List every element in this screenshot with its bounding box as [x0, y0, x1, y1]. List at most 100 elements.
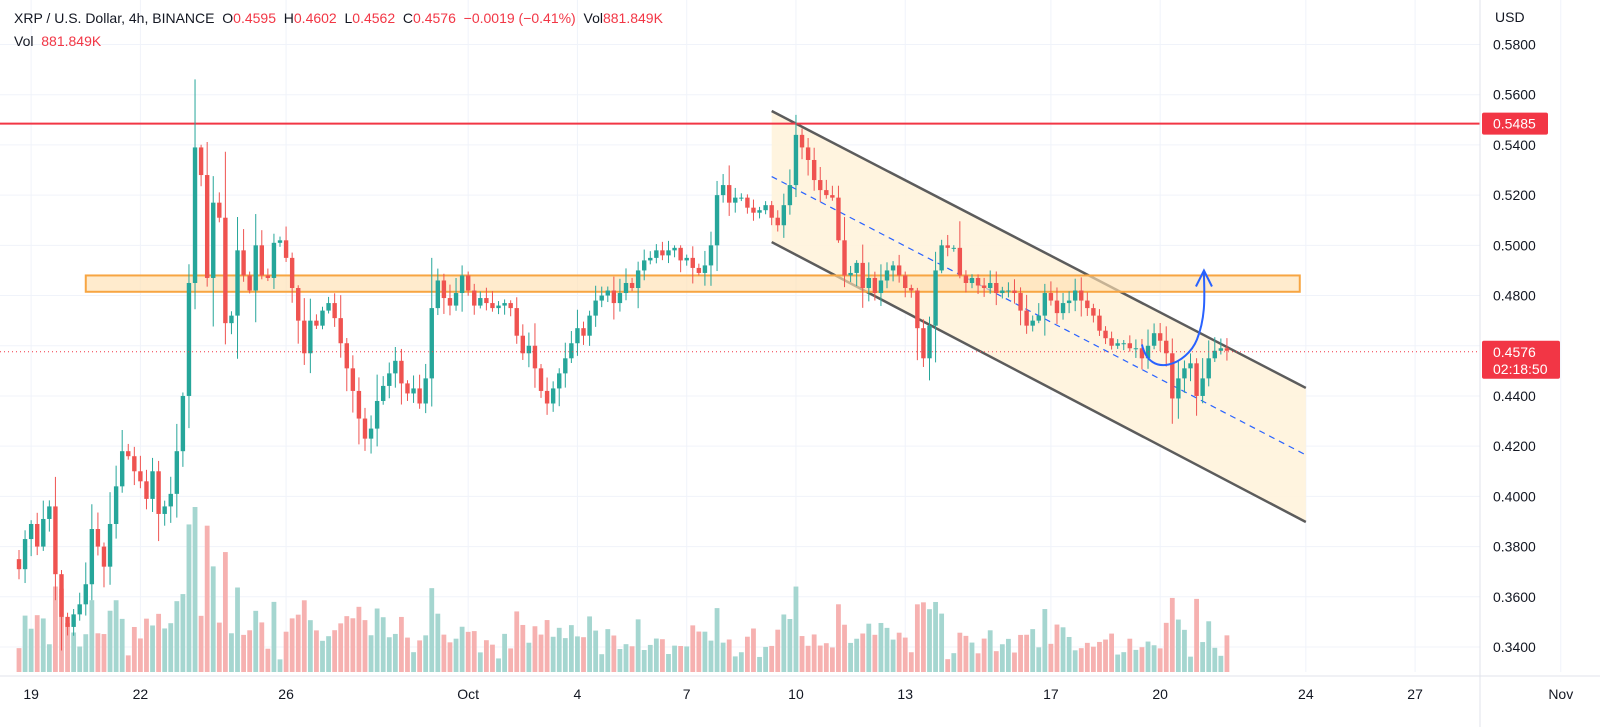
volume-bar: [581, 637, 586, 672]
candle-body: [605, 290, 610, 296]
candle-body: [156, 471, 161, 514]
price-tick-label: 0.4400: [1493, 388, 1536, 404]
volume-bar: [829, 647, 835, 672]
candle-body: [860, 262, 865, 289]
candle-body: [611, 290, 617, 304]
open-label: O: [222, 10, 234, 26]
volume-bar: [253, 610, 259, 672]
volume-bar: [350, 618, 356, 672]
candle-body: [277, 240, 283, 243]
price-tick-label: 0.5800: [1493, 37, 1536, 53]
volume-bar: [417, 640, 423, 672]
volume-legend: Vol 881.849K: [14, 33, 101, 49]
volume-bar: [1036, 647, 1042, 672]
candle-body: [1170, 353, 1175, 399]
volume-bar: [301, 600, 307, 672]
volume-bar: [295, 614, 301, 672]
time-tick-label: Nov: [1548, 686, 1573, 702]
candle-body: [818, 180, 823, 191]
candle-body: [884, 270, 890, 281]
projection-arrow-path: [1140, 272, 1206, 366]
candle-body: [508, 303, 513, 309]
price-tick-label: 0.4200: [1493, 438, 1536, 454]
candle-body: [1194, 363, 1199, 396]
candle-body: [472, 290, 477, 306]
candle-body: [915, 290, 920, 329]
volume-bar: [113, 600, 119, 672]
candle-body: [186, 282, 192, 396]
candle-body: [1133, 348, 1139, 350]
candle-body: [896, 265, 902, 276]
candle-body: [429, 308, 434, 379]
volume-bar: [423, 635, 429, 672]
candle-body: [629, 282, 635, 289]
candle-body: [484, 298, 489, 304]
candle-body: [1097, 315, 1102, 331]
volume-bar: [107, 610, 113, 672]
candle-body: [198, 147, 204, 176]
candle-body: [180, 395, 186, 452]
volume-bar: [1224, 635, 1230, 672]
volume-bar: [896, 632, 902, 672]
volume-bar: [1006, 638, 1011, 672]
candle-body: [939, 245, 944, 271]
close-label: C: [402, 10, 414, 26]
volume-bar: [641, 650, 647, 672]
candlestick-series: [16, 79, 1230, 651]
volume-bar: [222, 552, 228, 672]
projection-arrow-head: [1195, 268, 1213, 287]
candle-body: [648, 257, 653, 261]
volume-bar: [465, 631, 471, 672]
price-axis[interactable]: USD 0.5800 0.5600 0.5400 0.5200 0.5000 0.4800 0…: [1479, 0, 1560, 727]
candle-body: [65, 616, 70, 627]
time-tick-label: 27: [1407, 686, 1423, 702]
volume-bar: [1084, 642, 1090, 672]
volume-bar: [520, 624, 526, 672]
volume-bar: [544, 620, 550, 672]
volume-bar: [933, 601, 938, 672]
volume-bar: [745, 636, 750, 672]
volume-bar: [914, 604, 920, 672]
volume-bar: [1121, 652, 1127, 672]
candle-body: [617, 293, 623, 304]
candle-body: [1000, 290, 1005, 294]
candle-body: [502, 303, 507, 306]
volume-bar: [890, 639, 896, 672]
candle-body: [1109, 338, 1114, 346]
volume-bar: [271, 601, 277, 672]
candle-body: [951, 247, 956, 249]
candle-body: [399, 360, 404, 384]
volume-bar: [1218, 655, 1224, 672]
volume-bar: [289, 618, 295, 672]
candle-body: [441, 280, 447, 299]
candle-body: [726, 185, 732, 203]
volume-bar: [787, 619, 793, 672]
candle-body: [320, 310, 325, 326]
vol-row-label: Vol: [14, 33, 34, 49]
candle-body: [672, 247, 677, 251]
time-axis[interactable]: 19 22 26 Oct 4 7 10 13 17 20 24 27 Nov: [0, 675, 1600, 702]
candle-body: [945, 245, 950, 248]
candle-body: [1224, 348, 1230, 351]
candle-body: [59, 574, 64, 617]
volume-bar: [993, 651, 999, 672]
candle-body: [872, 277, 878, 294]
volume-bar: [866, 623, 872, 672]
candle-body: [903, 275, 908, 289]
candle-body: [599, 295, 604, 301]
volume-bar: [526, 642, 532, 672]
candle-body: [720, 185, 726, 196]
candle-body: [575, 328, 580, 344]
volume-bar: [842, 624, 847, 672]
price-tick-label: 0.5000: [1493, 237, 1536, 253]
candle-body: [763, 205, 768, 211]
volume-bar: [344, 616, 350, 672]
symbol-title: XRP / U.S. Dollar, 4h, BINANCE: [14, 10, 215, 26]
candle-body: [836, 197, 841, 241]
volume-bar: [447, 642, 453, 672]
volume-bar: [684, 646, 690, 672]
candle-body: [362, 418, 368, 439]
candle-body: [447, 298, 453, 306]
candle-body: [799, 134, 805, 148]
